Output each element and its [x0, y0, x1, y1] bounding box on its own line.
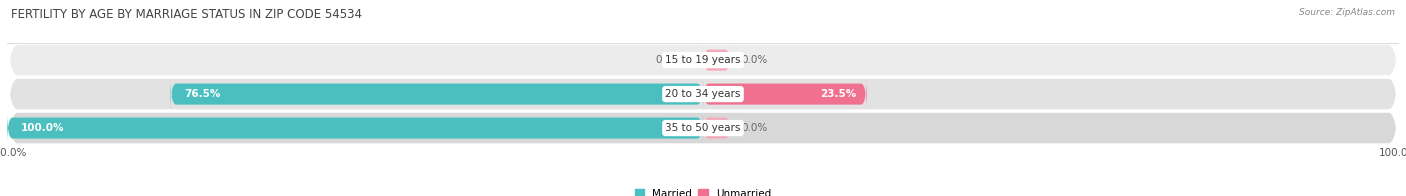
- FancyBboxPatch shape: [703, 111, 731, 145]
- FancyBboxPatch shape: [7, 93, 1399, 163]
- FancyBboxPatch shape: [170, 77, 703, 111]
- FancyBboxPatch shape: [7, 111, 703, 145]
- Text: Source: ZipAtlas.com: Source: ZipAtlas.com: [1299, 8, 1395, 17]
- Text: FERTILITY BY AGE BY MARRIAGE STATUS IN ZIP CODE 54534: FERTILITY BY AGE BY MARRIAGE STATUS IN Z…: [11, 8, 363, 21]
- Text: 35 to 50 years: 35 to 50 years: [665, 123, 741, 133]
- Text: 0.0%: 0.0%: [741, 123, 768, 133]
- Text: 100.0%: 100.0%: [21, 123, 65, 133]
- Text: 0.0%: 0.0%: [655, 55, 682, 65]
- Text: 76.5%: 76.5%: [184, 89, 221, 99]
- Text: 0.0%: 0.0%: [741, 55, 768, 65]
- FancyBboxPatch shape: [7, 59, 1399, 129]
- FancyBboxPatch shape: [703, 44, 731, 77]
- Text: 15 to 19 years: 15 to 19 years: [665, 55, 741, 65]
- Text: 20 to 34 years: 20 to 34 years: [665, 89, 741, 99]
- Text: 23.5%: 23.5%: [820, 89, 856, 99]
- FancyBboxPatch shape: [7, 25, 1399, 95]
- Legend: Married, Unmarried: Married, Unmarried: [630, 185, 776, 196]
- FancyBboxPatch shape: [703, 77, 866, 111]
